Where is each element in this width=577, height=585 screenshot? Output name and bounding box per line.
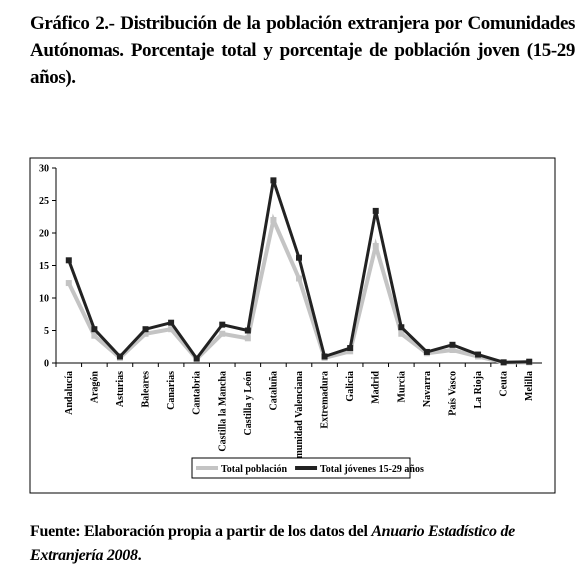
point (142, 330, 149, 337)
chart: 0 5 10 15 20 25 30 Andalucía Aragón Asturias Balea… (29, 157, 556, 494)
x-tick-label: Andalucía (64, 371, 75, 415)
x-tick-label: Melilla (524, 371, 535, 401)
point (526, 358, 533, 365)
point (296, 275, 302, 282)
point (398, 324, 405, 331)
x-tick-label: La Rioja (473, 371, 484, 409)
y-tick-label: 25 (39, 196, 49, 207)
point (193, 355, 200, 362)
point (398, 330, 405, 337)
source-title: Anuario Estadístico de Extranjería 2008 (30, 523, 515, 564)
x-tick-label: Aragón (89, 371, 100, 404)
x-tick-label: Canarias (166, 371, 177, 410)
series-line (66, 213, 530, 365)
point (347, 348, 354, 355)
x-tick-label: Galicia (345, 371, 356, 402)
x-tick-label: Murcia (396, 371, 407, 402)
x-tick-label: Castilla la Mancha (217, 371, 228, 452)
point (65, 280, 72, 287)
y-tick-label: 20 (39, 229, 49, 240)
point (168, 319, 175, 326)
x-tick-label: Cantabria (192, 371, 203, 415)
point (372, 243, 379, 249)
point (244, 335, 251, 342)
x-tick-label: País Vasco (447, 371, 458, 416)
x-tick-label: Cataluña (268, 371, 279, 410)
point (219, 321, 226, 328)
point (116, 353, 123, 360)
x-tick-label: Asturias (115, 371, 126, 407)
point (270, 217, 277, 223)
legend-label: Total población (221, 464, 287, 475)
point (449, 347, 456, 353)
point (347, 345, 354, 352)
point (296, 254, 302, 261)
point (244, 327, 251, 334)
x-tick-label: Comunidad Valenciana (294, 371, 305, 471)
x-tick-label: Baleares (141, 371, 152, 408)
point (91, 332, 98, 339)
source-text: Fuente: Elaboración propia a partir de l… (30, 523, 372, 540)
legend-label: Total jóvenes 15-29 años (320, 464, 424, 475)
x-tick-label: Navarra (422, 371, 433, 407)
y-tick-label: 5 (44, 326, 49, 337)
point (142, 326, 149, 333)
point (449, 341, 456, 348)
x-tick-label: Castilla y León (243, 371, 254, 436)
point (423, 348, 430, 355)
point (168, 326, 175, 333)
x-tick-label: Ceuta (499, 371, 510, 397)
chart-border (29, 157, 556, 494)
x-tick-label: Madrid (371, 371, 382, 404)
y-tick-label: 10 (39, 294, 49, 305)
title: Gráfico 2.- Distribución de la población… (30, 13, 575, 88)
point (91, 326, 98, 333)
point (475, 351, 482, 358)
point (270, 177, 277, 184)
source-end: . (137, 547, 142, 564)
y-tick-label: 0 (44, 359, 49, 370)
x-tick-label: Extremadura (320, 371, 331, 429)
point (219, 330, 226, 337)
y-tick-label: 30 (39, 164, 49, 175)
point (500, 359, 507, 366)
source: Fuente: Elaboración propia a partir de l… (30, 520, 570, 568)
y-tick-label: 15 (39, 261, 49, 272)
point (321, 353, 328, 360)
series-line (67, 179, 530, 364)
point (372, 207, 379, 214)
point (65, 257, 72, 264)
